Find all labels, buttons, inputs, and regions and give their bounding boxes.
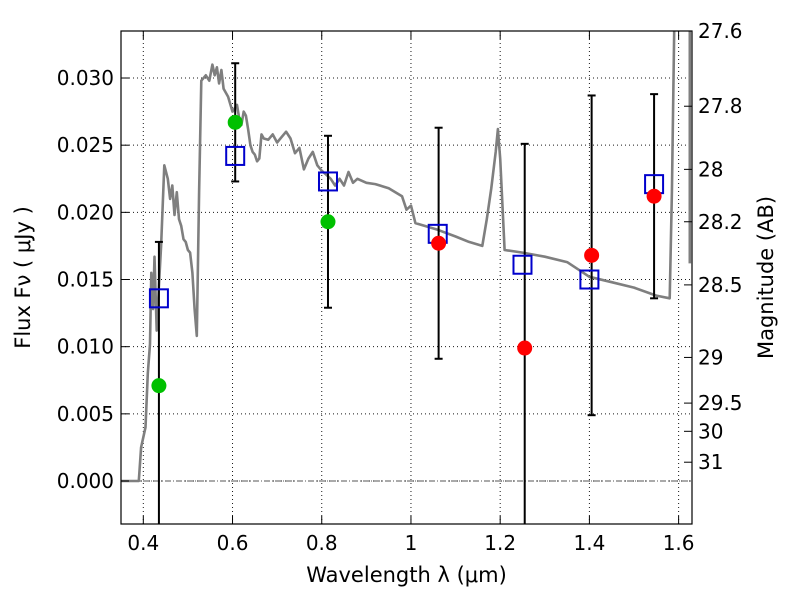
plot-frame — [120, 30, 693, 525]
magnitude-tick-label: 28.5 — [698, 273, 743, 297]
model-photometry-square — [512, 254, 533, 275]
y-tick-label: 0.030 — [57, 66, 114, 90]
red-data-point — [431, 235, 447, 251]
model-photometry-layer — [148, 145, 665, 309]
template-spectrum-layer — [121, 30, 692, 483]
green-data-point — [151, 378, 167, 394]
y-tick-label: 0.020 — [57, 200, 114, 224]
magnitude-tick-label: 30 — [698, 419, 723, 443]
model-photometry-square — [579, 269, 600, 290]
magnitude-tick-label: 29 — [698, 345, 723, 369]
magnitude-tick-label: 28.2 — [698, 210, 743, 234]
y-tick-label: 0.025 — [57, 133, 114, 157]
y-tick-label: 0.000 — [57, 469, 114, 493]
green-data-point — [320, 214, 336, 230]
magnitude-axis-label: Magnitude (AB) — [754, 196, 778, 359]
tick-labels: 0.4 0.6 0.8 1 1.2 1.4 1.6 0.000 0.005 0.010 0.015 0… — [57, 19, 743, 555]
axis-ticks — [121, 30, 692, 524]
green-data-point — [227, 114, 243, 130]
magnitude-tick-label: 28 — [698, 157, 723, 181]
magnitude-tick-label: 29.5 — [698, 391, 743, 415]
observed-points-layer — [151, 114, 662, 394]
x-axis-label: Wavelength λ (μm) — [306, 563, 507, 587]
x-tick-label: 1.4 — [573, 531, 605, 555]
x-tick-label: 1 — [405, 531, 418, 555]
x-tick-label: 0.8 — [306, 531, 338, 555]
y-axis-label: Flux Fν ( μJy ) — [11, 206, 35, 349]
model-photometry-square — [317, 171, 338, 192]
model-photometry-square — [225, 145, 246, 166]
errorbar-layer — [154, 62, 659, 524]
x-tick-label: 0.4 — [127, 531, 159, 555]
magnitude-tick-label: 27.8 — [698, 94, 743, 118]
x-tick-label: 0.6 — [217, 531, 249, 555]
x-tick-label: 1.2 — [484, 531, 516, 555]
grid — [121, 31, 692, 524]
red-data-point — [517, 340, 533, 356]
red-data-point — [584, 247, 600, 263]
y-tick-label: 0.005 — [57, 402, 114, 426]
x-tick-label: 1.6 — [663, 531, 695, 555]
y-tick-label: 0.010 — [57, 335, 114, 359]
red-data-point — [646, 188, 662, 204]
magnitude-tick-label: 31 — [698, 450, 723, 474]
y-tick-label: 0.015 — [57, 268, 114, 292]
template-spectrum-line — [121, 30, 676, 483]
model-photometry-square — [148, 288, 169, 309]
magnitude-tick-label: 27.6 — [698, 19, 743, 43]
